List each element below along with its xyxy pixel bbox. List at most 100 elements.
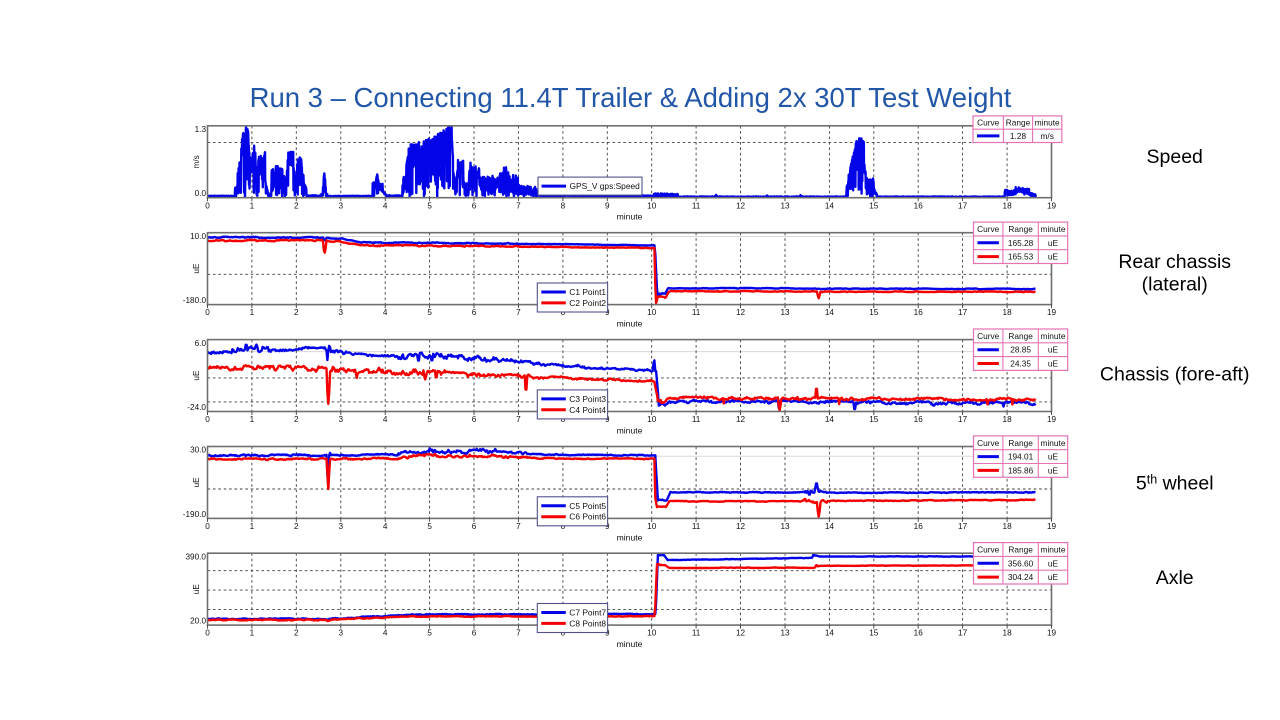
- svg-text:15: 15: [869, 522, 879, 531]
- svg-text:7: 7: [516, 308, 521, 317]
- svg-text:minute: minute: [1041, 224, 1066, 234]
- svg-text:19: 19: [1047, 308, 1057, 317]
- svg-text:minute: minute: [1041, 331, 1066, 341]
- svg-text:4: 4: [383, 522, 388, 531]
- svg-text:2: 2: [294, 415, 299, 424]
- svg-text:356.60: 356.60: [1008, 558, 1034, 568]
- svg-text:1: 1: [250, 415, 255, 424]
- svg-text:minute: minute: [617, 319, 643, 329]
- svg-text:11: 11: [692, 415, 701, 424]
- svg-text:minute: minute: [617, 639, 643, 649]
- svg-text:Chassis (fore-aft): Chassis (fore-aft): [1100, 364, 1250, 386]
- svg-text:minute: minute: [617, 532, 643, 542]
- svg-text:C4 Point4: C4 Point4: [569, 405, 606, 415]
- svg-text:13: 13: [780, 415, 790, 424]
- svg-text:24.35: 24.35: [1010, 359, 1031, 369]
- svg-text:uE: uE: [1048, 558, 1059, 568]
- svg-text:12: 12: [736, 629, 746, 638]
- svg-text:10: 10: [647, 629, 657, 638]
- svg-text:14: 14: [825, 522, 835, 531]
- svg-text:uE: uE: [1048, 572, 1059, 582]
- svg-text:9: 9: [605, 415, 610, 424]
- svg-text:16: 16: [914, 415, 924, 424]
- svg-text:Run 3 – Connecting 11.4T Trail: Run 3 – Connecting 11.4T Trailer & Addin…: [250, 82, 1012, 113]
- svg-text:17: 17: [958, 308, 968, 317]
- svg-text:6.0: 6.0: [195, 339, 207, 348]
- svg-text:14: 14: [825, 308, 835, 317]
- svg-text:15: 15: [869, 415, 879, 424]
- svg-text:14: 14: [825, 415, 835, 424]
- svg-text:18: 18: [1003, 308, 1013, 317]
- svg-text:165.53: 165.53: [1008, 252, 1034, 262]
- svg-text:16: 16: [914, 629, 924, 638]
- svg-text:C8 Point8: C8 Point8: [569, 618, 606, 628]
- svg-text:10: 10: [647, 308, 657, 317]
- svg-text:Curve: Curve: [977, 545, 1000, 555]
- svg-text:3: 3: [339, 629, 344, 638]
- svg-text:185.86: 185.86: [1008, 465, 1034, 475]
- svg-text:11: 11: [692, 201, 701, 210]
- svg-text:uE: uE: [1048, 359, 1059, 369]
- svg-text:19: 19: [1047, 629, 1057, 638]
- svg-text:uE: uE: [1048, 452, 1059, 462]
- svg-text:7: 7: [516, 201, 521, 210]
- svg-text:2: 2: [294, 201, 299, 210]
- svg-text:2: 2: [294, 629, 299, 638]
- svg-text:5: 5: [427, 308, 432, 317]
- svg-text:4: 4: [383, 308, 388, 317]
- svg-text:C7 Point7: C7 Point7: [569, 608, 606, 618]
- svg-text:0: 0: [205, 629, 210, 638]
- svg-text:minute: minute: [617, 212, 643, 222]
- svg-text:minute: minute: [1041, 438, 1066, 448]
- svg-text:Curve: Curve: [977, 118, 1000, 128]
- svg-text:0: 0: [205, 522, 210, 531]
- svg-text:18: 18: [1003, 415, 1013, 424]
- svg-text:Curve: Curve: [977, 224, 1000, 234]
- svg-text:C5 Point5: C5 Point5: [569, 501, 606, 511]
- svg-text:19: 19: [1047, 201, 1057, 210]
- svg-text:uE: uE: [1048, 252, 1059, 262]
- svg-text:0.0: 0.0: [195, 189, 207, 198]
- svg-text:-180.0: -180.0: [183, 296, 207, 305]
- svg-text:165.28: 165.28: [1008, 238, 1034, 248]
- svg-text:-190.0: -190.0: [183, 510, 207, 519]
- svg-text:9: 9: [605, 629, 610, 638]
- svg-text:20.0: 20.0: [190, 617, 206, 626]
- svg-text:28.85: 28.85: [1010, 345, 1031, 355]
- svg-text:10: 10: [647, 522, 657, 531]
- svg-text:9: 9: [605, 201, 610, 210]
- svg-text:4: 4: [383, 629, 388, 638]
- svg-text:minute: minute: [1035, 118, 1060, 128]
- svg-text:6: 6: [472, 522, 477, 531]
- svg-text:Range: Range: [1008, 438, 1033, 448]
- svg-text:Speed: Speed: [1147, 146, 1203, 168]
- svg-text:0: 0: [205, 415, 210, 424]
- svg-text:13: 13: [780, 522, 790, 531]
- svg-text:7: 7: [516, 629, 521, 638]
- svg-text:C3 Point3: C3 Point3: [569, 394, 606, 404]
- svg-text:15: 15: [869, 308, 879, 317]
- svg-text:17: 17: [958, 522, 968, 531]
- svg-text:4: 4: [383, 415, 388, 424]
- svg-text:5: 5: [427, 522, 432, 531]
- svg-text:14: 14: [825, 201, 835, 210]
- svg-text:9: 9: [605, 522, 610, 531]
- svg-text:C1 Point1: C1 Point1: [569, 287, 606, 297]
- svg-text:12: 12: [736, 522, 746, 531]
- svg-text:0: 0: [205, 308, 210, 317]
- svg-text:15: 15: [869, 629, 879, 638]
- svg-text:9: 9: [605, 308, 610, 317]
- svg-text:10: 10: [647, 415, 657, 424]
- svg-text:3: 3: [339, 522, 344, 531]
- svg-text:GPS_V gps:Speed: GPS_V gps:Speed: [570, 181, 641, 191]
- svg-text:uE: uE: [192, 370, 201, 381]
- svg-text:minute: minute: [617, 426, 643, 436]
- svg-text:12: 12: [736, 201, 746, 210]
- svg-text:8: 8: [561, 201, 566, 210]
- svg-text:3: 3: [339, 415, 344, 424]
- svg-text:Curve: Curve: [977, 331, 1000, 341]
- svg-text:13: 13: [780, 308, 790, 317]
- svg-text:1.3: 1.3: [195, 125, 207, 134]
- svg-text:0: 0: [205, 201, 210, 210]
- svg-text:14: 14: [825, 629, 835, 638]
